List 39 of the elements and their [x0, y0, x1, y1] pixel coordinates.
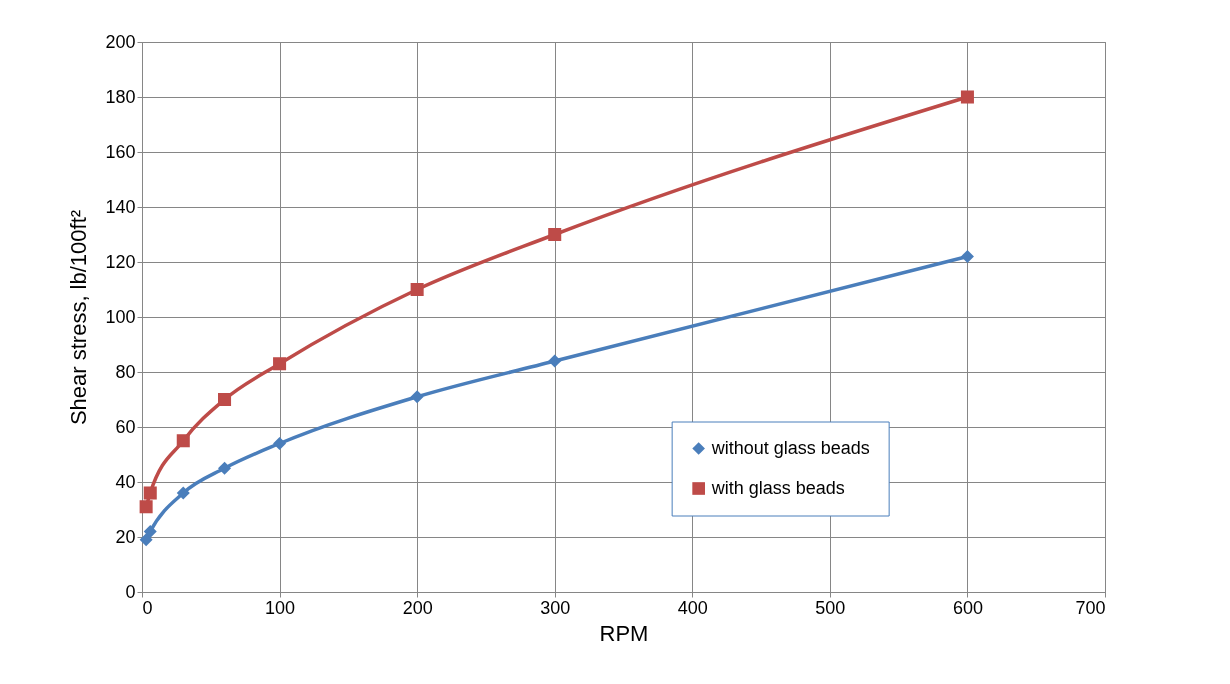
- point: [960, 90, 974, 104]
- x-axis-title: RPM: [599, 620, 649, 646]
- point: [273, 357, 287, 371]
- y-tick-label: 120: [105, 251, 136, 272]
- point: [143, 486, 157, 500]
- point: [218, 461, 232, 475]
- y-tick-label: 200: [105, 31, 136, 52]
- point: [143, 524, 157, 539]
- point: [410, 282, 424, 297]
- y-tick-label: 160: [105, 141, 136, 162]
- point: [176, 434, 190, 448]
- y-tick-label: 140: [105, 196, 136, 217]
- point: [139, 500, 153, 514]
- x-tick-label: 400: [677, 597, 708, 618]
- point: [139, 533, 153, 547]
- point: [410, 390, 424, 404]
- legend-label: without glass beads: [710, 437, 870, 458]
- x-tick-label: 500: [815, 597, 846, 618]
- x-tick-label: 100: [265, 597, 296, 618]
- y-tick-label: 40: [115, 471, 136, 492]
- y-tick-label: 80: [115, 361, 136, 382]
- x-tick-label: 0: [142, 597, 153, 618]
- y-tick-label: 20: [115, 526, 136, 547]
- x-tick-label: 300: [540, 597, 571, 618]
- x-tick-label: 600: [952, 597, 983, 618]
- legend-label: with glass beads: [710, 477, 845, 498]
- y-axis-title: Shear stress, lb/100ft²: [66, 209, 92, 426]
- y-tick-label: 100: [105, 306, 136, 327]
- point: [273, 436, 287, 451]
- point: [960, 249, 974, 264]
- y-tick-label: 180: [105, 86, 136, 107]
- x-tick-label: 200: [402, 597, 433, 618]
- point: [548, 354, 562, 368]
- y-tick-label: 60: [115, 416, 136, 437]
- x-tick-label: 700: [1075, 597, 1106, 618]
- point: [176, 486, 190, 500]
- y-tick-label: 0: [125, 581, 136, 602]
- point: [548, 227, 562, 242]
- point: [218, 392, 232, 407]
